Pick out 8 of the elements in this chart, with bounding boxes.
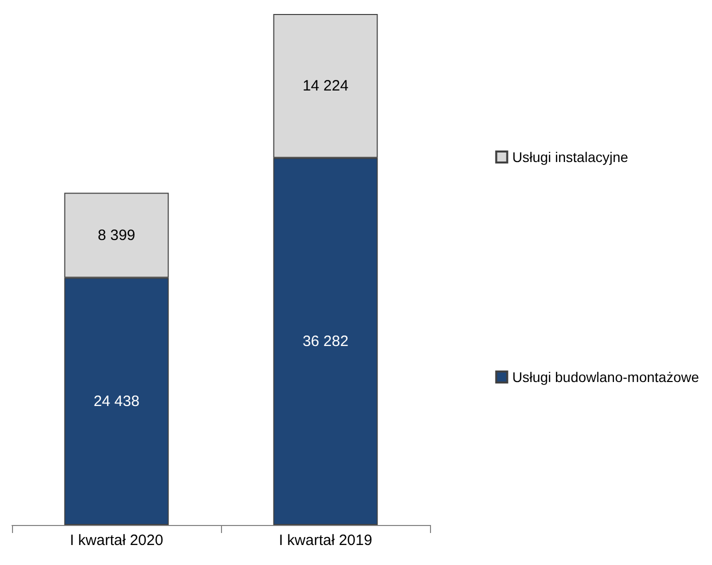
legend-label: Usługi budowlano-montażowe	[512, 369, 700, 385]
data-label: 36 282	[302, 332, 348, 350]
x-tick-label: I kwartał 2019	[278, 532, 372, 549]
data-label: 14 224	[302, 77, 348, 94]
x-tick-label: I kwartał 2020	[70, 532, 164, 549]
data-label: 24 438	[94, 392, 140, 410]
data-label: 8 399	[98, 226, 136, 244]
legend-label: Usługi instalacyjne	[512, 149, 628, 165]
